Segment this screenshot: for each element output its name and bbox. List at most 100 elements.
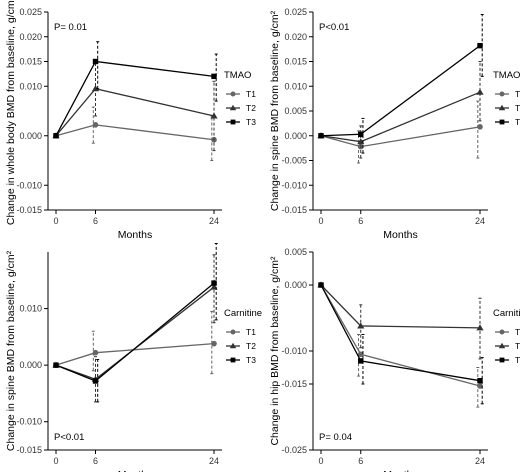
series-T1 (318, 282, 483, 408)
y-tick-label: -0.010 (281, 346, 307, 356)
legend-label: T3 (515, 355, 520, 365)
point-triangle-marker (229, 104, 237, 111)
y-tick-label: 0.010 (19, 81, 42, 91)
chart-panel-2: -0.015 -0.010 -0.005 0.000 0.005 0.010 0.015 0.… (269, 7, 520, 241)
chart-panel-4: -0.025 -0.015 -0.010 0.000 0.005 0 6 24 Months Ch… (269, 247, 520, 472)
legend: TMAO T1 T2 T3 (224, 70, 256, 127)
series-T3 (318, 282, 484, 405)
point-circle-marker (230, 329, 236, 335)
legend-item-T1: T1 (226, 89, 256, 99)
y-tick-label: -0.010 (281, 180, 307, 190)
legend-title: Carnitine (224, 308, 262, 319)
y-tick-label: -0.015 (16, 445, 42, 455)
y-tick-label: 0.015 (19, 57, 42, 67)
legend-item-T1: T1 (226, 327, 256, 337)
legend-label: T1 (515, 327, 520, 337)
y-tick-label: 0.005 (284, 247, 307, 257)
x-axis-title: Months (118, 229, 152, 241)
point-square-marker (318, 133, 324, 139)
x-tick-label: 0 (53, 216, 58, 226)
y-tick-label: 0.000 (19, 360, 42, 370)
legend-label: T2 (515, 341, 520, 351)
chart-panel-3: -0.015 -0.010 0.000 0.010 0 6 24 Months Change i… (5, 243, 262, 472)
y-tick-label: 0.000 (19, 131, 42, 141)
legend-item-T2: T2 (226, 341, 256, 351)
series-T1 (318, 100, 483, 164)
point-triangle-marker (229, 342, 237, 349)
legend-item-T3: T3 (226, 355, 256, 365)
y-tick-label: 0.020 (284, 32, 307, 42)
point-triangle-marker (91, 85, 100, 92)
x-tick-label: 6 (358, 456, 363, 466)
p-value-annotation: P= 0.04 (319, 432, 352, 443)
point-square-marker (53, 362, 59, 368)
y-tick-label: 0.025 (284, 7, 307, 17)
point-triangle-marker (476, 324, 484, 331)
point-square-marker (358, 131, 364, 137)
x-tick-label: 0 (53, 456, 58, 466)
point-circle-marker (230, 91, 236, 97)
y-tick-label: -0.005 (281, 156, 307, 166)
legend-label: T3 (246, 355, 256, 365)
point-circle-marker (92, 122, 99, 128)
series-line (55, 60, 215, 137)
legend-label: T2 (246, 341, 256, 351)
point-triangle-marker (210, 112, 218, 119)
y-tick-label: -0.015 (16, 205, 42, 215)
point-triangle-marker (498, 342, 506, 349)
point-circle-marker (477, 124, 483, 130)
series-line (55, 286, 215, 381)
series-line (320, 284, 481, 382)
series-T2 (317, 281, 484, 360)
x-tick-label: 24 (209, 216, 219, 226)
point-square-marker (477, 42, 483, 49)
y-axis-title: Change in hip BMD from baseline, g/cm² (269, 256, 281, 446)
y-axis-title: Change in spine BMD from baseline, g/cm² (5, 250, 17, 451)
series-T1 (53, 106, 217, 161)
legend-label: T1 (515, 89, 520, 99)
y-tick-label: -0.015 (281, 205, 307, 215)
series-line (320, 45, 481, 137)
point-square-marker (53, 133, 59, 139)
x-tick-label: 24 (209, 456, 219, 466)
y-tick-label: 0.010 (19, 304, 42, 314)
y-tick-label: 0.005 (284, 106, 307, 116)
legend-item-T3: T3 (495, 355, 520, 365)
legend-label: T1 (246, 89, 256, 99)
legend-label: T2 (515, 103, 520, 113)
point-square-marker (358, 358, 364, 364)
legend: TMAO T1 T2 T3 (493, 70, 520, 127)
legend-item-T3: T3 (495, 117, 520, 127)
x-tick-label: 6 (93, 216, 98, 226)
y-tick-label: 0.015 (284, 57, 307, 67)
point-square-marker (230, 357, 236, 363)
series-line (55, 342, 215, 366)
legend-item-T2: T2 (226, 103, 256, 113)
series-line (320, 284, 481, 329)
point-circle-marker (357, 351, 364, 358)
point-square-marker (92, 58, 99, 65)
x-tick-label: 0 (318, 456, 323, 466)
point-square-marker (499, 357, 505, 363)
x-tick-label: 0 (318, 216, 323, 226)
point-square-marker (477, 378, 483, 384)
legend-title: Carnitine (493, 308, 520, 319)
y-tick-label: 0.025 (19, 7, 42, 17)
point-circle-marker (499, 91, 505, 97)
x-tick-label: 24 (475, 456, 485, 466)
legend-item-T1: T1 (495, 89, 520, 99)
legend-label: T2 (246, 103, 256, 113)
legend-item-T2: T2 (495, 341, 520, 351)
point-triangle-marker (498, 104, 506, 111)
series-T3 (53, 41, 218, 139)
point-square-marker (92, 378, 99, 384)
point-circle-marker (92, 349, 99, 356)
point-circle-marker (477, 383, 483, 389)
p-value-annotation: P<0.01 (54, 432, 84, 443)
x-tick-label: 6 (358, 216, 363, 226)
legend: Carnitine T1 T2 T3 (224, 308, 262, 365)
y-tick-label: -0.010 (16, 417, 42, 427)
x-tick-label: 6 (93, 456, 98, 466)
point-square-marker (230, 119, 236, 125)
